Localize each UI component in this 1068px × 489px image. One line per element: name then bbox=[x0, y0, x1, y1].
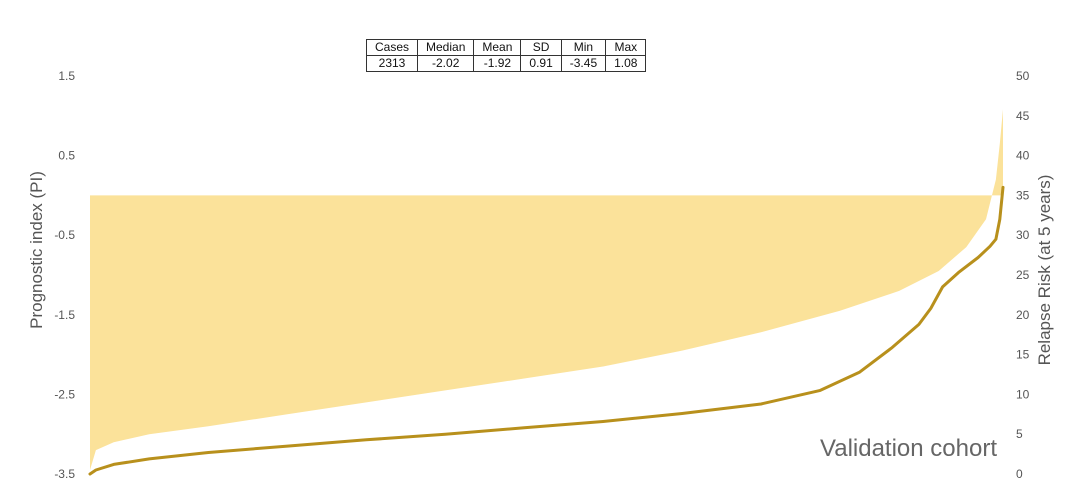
stats-value-cell: 2313 bbox=[365, 55, 419, 72]
y-tick-label-left: -3.5 bbox=[54, 467, 75, 481]
y-tick-label-right: 20 bbox=[1016, 308, 1030, 322]
relapse-risk-line bbox=[88, 185, 1005, 476]
y-tick-label-left: -0.5 bbox=[54, 228, 75, 242]
y-axis-label-left: Prognostic index (PI) bbox=[27, 171, 46, 329]
stats-header-cell: SD bbox=[520, 39, 562, 56]
stats-header-row: Cases Median Mean SD Min Max bbox=[365, 39, 647, 56]
y-tick-label-right: 0 bbox=[1016, 467, 1023, 481]
y-tick-label-right: 50 bbox=[1016, 69, 1030, 83]
stats-header-cell: Min bbox=[560, 39, 607, 56]
stats-header-cell: Max bbox=[605, 39, 647, 56]
y-tick-label-right: 10 bbox=[1016, 387, 1030, 401]
stats-value-cell: 1.08 bbox=[605, 55, 647, 72]
y-tick-label-left: 0.5 bbox=[58, 149, 75, 163]
stats-value-cell: -1.92 bbox=[473, 55, 522, 72]
stats-value-cell: -2.02 bbox=[417, 55, 475, 72]
y-axis-label-right: Relapse Risk (at 5 years) bbox=[1035, 175, 1054, 366]
stats-value-row: 2313 -2.02 -1.92 0.91 -3.45 1.08 bbox=[365, 55, 647, 72]
stats-value-cell: -3.45 bbox=[560, 55, 607, 72]
y-tick-label-right: 40 bbox=[1016, 149, 1030, 163]
stats-table: Cases Median Mean SD Min Max 2313 -2.02 … bbox=[365, 39, 647, 72]
prognostic-index-area bbox=[90, 109, 1003, 471]
y-tick-label-right: 5 bbox=[1016, 427, 1023, 441]
y-tick-label-right: 25 bbox=[1016, 268, 1030, 282]
stats-header-cell: Median bbox=[417, 39, 475, 56]
y-tick-label-right: 35 bbox=[1016, 188, 1030, 202]
left-axis: 1.5 0.5 -0.5 -1.5 -2.5 -3.5 bbox=[54, 69, 75, 481]
stats-value-cell: 0.91 bbox=[520, 55, 562, 72]
stats-header-cell: Cases bbox=[365, 39, 419, 56]
line-layer bbox=[88, 185, 1005, 476]
y-tick-label-left: -1.5 bbox=[54, 308, 75, 322]
chart-annotation: Validation cohort bbox=[820, 435, 997, 462]
y-tick-label-right: 45 bbox=[1016, 109, 1030, 123]
y-tick-label-right: 30 bbox=[1016, 228, 1030, 242]
y-tick-label-left: -2.5 bbox=[54, 387, 75, 401]
y-tick-label-left: 1.5 bbox=[58, 69, 75, 83]
y-tick-label-right: 15 bbox=[1016, 348, 1030, 362]
area-layer bbox=[90, 109, 1003, 471]
stats-header-cell: Mean bbox=[473, 39, 522, 56]
